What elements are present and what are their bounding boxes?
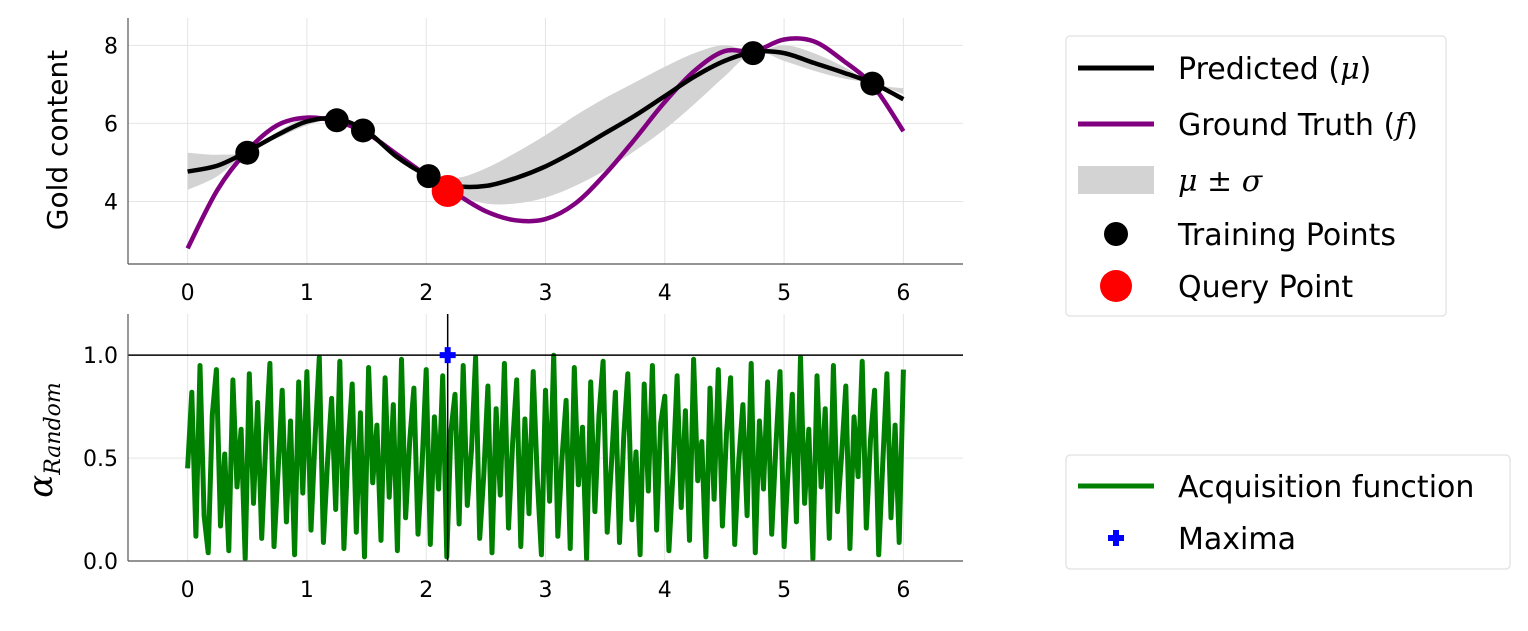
x-tick-label: 5 <box>777 578 791 603</box>
y-tick-label: 0.0 <box>83 550 118 575</box>
top-markers <box>235 41 885 207</box>
y-tick-label: 8 <box>104 34 118 59</box>
x-tick-label: 4 <box>658 281 672 306</box>
alpha-symbol: α <box>21 475 61 498</box>
top-panel: 0 1 2 3 4 5 6 4 6 8 Gold content <box>41 18 963 306</box>
legend-top-frame <box>1065 35 1447 317</box>
x-tick-label: 0 <box>181 281 195 306</box>
training-point-marker <box>416 164 441 189</box>
legend-band-label: μ ± σ <box>1178 164 1264 199</box>
x-tick-label: 2 <box>419 281 433 306</box>
legend-ground_truth-label: Ground Truth (f) <box>1178 108 1418 143</box>
legend-ground_truth-label-text: Ground Truth ( <box>1178 108 1395 143</box>
top-y-axis-label: Gold content <box>41 50 74 231</box>
legend-acquisition-label: Acquisition function <box>1178 470 1474 505</box>
legend-query-label: Query Point <box>1178 270 1353 305</box>
x-tick-label: 6 <box>896 281 910 306</box>
y-tick-label: 0.5 <box>83 447 118 472</box>
x-tick-label: 0 <box>181 578 195 603</box>
bottom-x-ticks: 0 1 2 3 4 5 6 <box>181 578 911 603</box>
y-tick-label: 1.0 <box>83 344 118 369</box>
legend-bottom: Acquisition function Maxima <box>1065 454 1511 570</box>
bottom-series <box>185 352 906 562</box>
uncertainty-band <box>187 45 904 205</box>
legend-training-swatch <box>1104 222 1128 246</box>
training-point-marker <box>235 140 260 165</box>
training-point-marker <box>324 108 349 133</box>
x-tick-label: 4 <box>658 578 672 603</box>
top-x-ticks: 0 1 2 3 4 5 6 <box>181 281 911 306</box>
top-series <box>185 36 906 250</box>
x-tick-label: 3 <box>539 281 553 306</box>
x-tick-label: 1 <box>300 281 314 306</box>
legend-top: Predicted (μ)Ground Truth (f)μ ± σTraini… <box>1065 35 1447 317</box>
x-tick-label: 2 <box>419 578 433 603</box>
uncertainty-band-area <box>187 45 904 205</box>
bottom-y-axis-label: αRandom <box>21 382 66 498</box>
training-point-marker <box>741 41 766 66</box>
legend-acquisition-label-text: Acquisition function <box>1178 470 1474 505</box>
maxima-marker <box>439 347 456 364</box>
acquisition-function-line <box>185 352 906 562</box>
x-tick-label: 1 <box>300 578 314 603</box>
legend-ground_truth-label-suffix: ) <box>1406 108 1418 143</box>
top-y-ticks: 4 6 8 <box>104 34 118 215</box>
bottom-axes <box>127 314 963 562</box>
query-point-marker <box>431 174 464 207</box>
legend-predicted-label-suffix: ) <box>1360 52 1372 87</box>
legend-maxima-swatch <box>1108 530 1124 546</box>
legend-band-label-math: μ ± σ <box>1178 164 1264 199</box>
legend-predicted-label: Predicted (μ) <box>1178 52 1371 87</box>
training-point-marker <box>860 71 885 96</box>
bottom-y-ticks: 0.0 0.5 1.0 <box>83 344 118 575</box>
legend-maxima-label-text: Maxima <box>1178 522 1296 557</box>
predicted-mean-line <box>187 49 905 190</box>
bottom-panel: 0 1 2 3 4 5 6 0.0 0.5 1.0 αRandom <box>21 314 963 603</box>
y-tick-label: 6 <box>104 112 118 137</box>
legend-predicted-label-math: μ <box>1340 52 1360 87</box>
x-tick-label: 3 <box>539 578 553 603</box>
legend-band-swatch <box>1078 166 1154 194</box>
training-point-marker <box>350 118 375 143</box>
x-tick-label: 6 <box>896 578 910 603</box>
y-tick-label: 4 <box>104 191 118 216</box>
x-tick-label: 5 <box>777 281 791 306</box>
alpha-subscript: Random <box>41 382 66 476</box>
legend-predicted-label-text: Predicted ( <box>1178 52 1340 87</box>
bottom-markers <box>439 347 456 364</box>
legend-maxima-label: Maxima <box>1178 522 1296 557</box>
ground-truth-line <box>185 36 906 250</box>
legend-training-label: Training Points <box>1177 218 1396 253</box>
top-axes <box>127 18 963 265</box>
legend-query-label-text: Query Point <box>1178 270 1353 305</box>
legend-bottom-frame <box>1065 454 1511 570</box>
legend-training-label-text: Training Points <box>1177 218 1396 253</box>
legend-query-swatch <box>1100 270 1132 302</box>
